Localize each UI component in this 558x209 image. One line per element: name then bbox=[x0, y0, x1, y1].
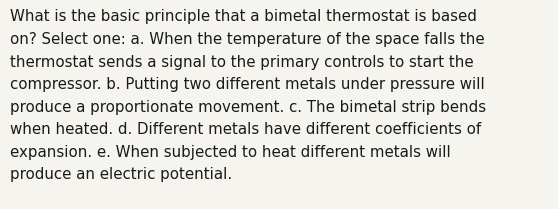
Text: What is the basic principle that a bimetal thermostat is based: What is the basic principle that a bimet… bbox=[10, 9, 477, 24]
Text: when heated. d. Different metals have different coefficients of: when heated. d. Different metals have di… bbox=[10, 122, 482, 137]
Text: produce a proportionate movement. c. The bimetal strip bends: produce a proportionate movement. c. The… bbox=[10, 100, 486, 115]
Text: expansion. e. When subjected to heat different metals will: expansion. e. When subjected to heat dif… bbox=[10, 145, 451, 160]
Text: on? Select one: a. When the temperature of the space falls the: on? Select one: a. When the temperature … bbox=[10, 32, 485, 47]
Text: compressor. b. Putting two different metals under pressure will: compressor. b. Putting two different met… bbox=[10, 77, 485, 92]
Text: thermostat sends a signal to the primary controls to start the: thermostat sends a signal to the primary… bbox=[10, 55, 474, 70]
Text: produce an electric potential.: produce an electric potential. bbox=[10, 167, 232, 182]
